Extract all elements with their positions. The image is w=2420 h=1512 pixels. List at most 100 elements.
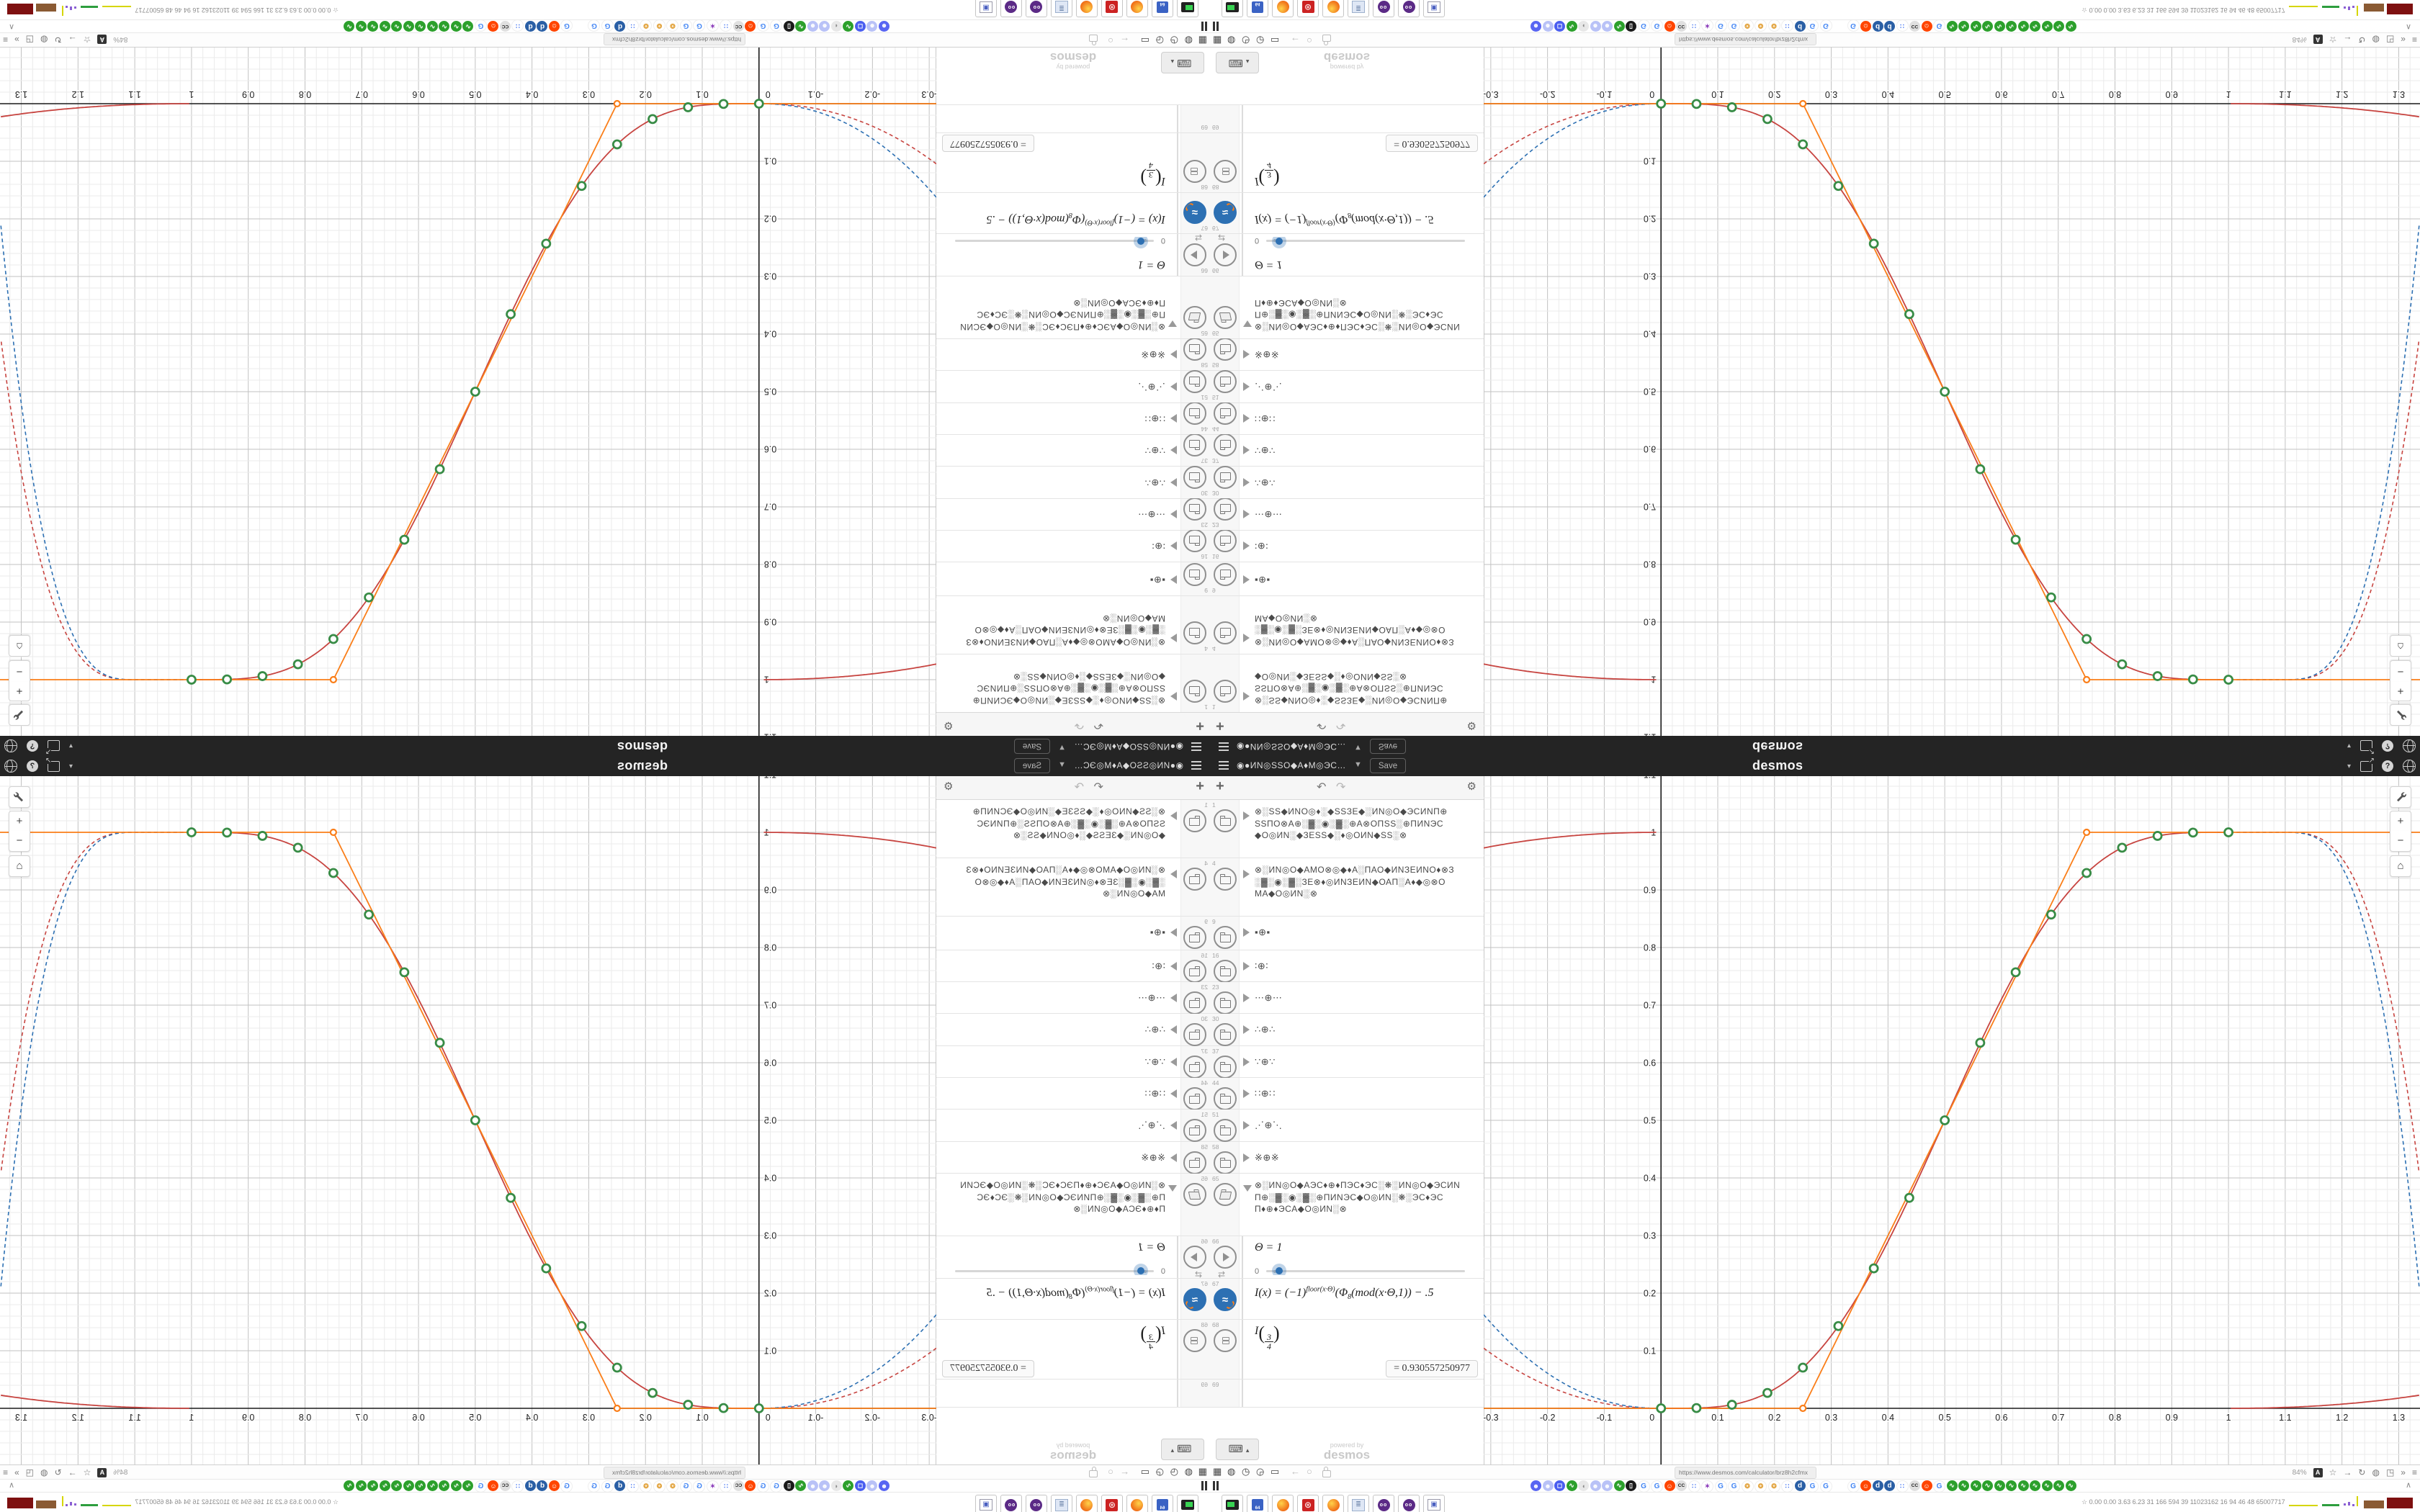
disclosure-triangle-icon[interactable] [1170,1089,1177,1098]
row-gutter[interactable]: 51 [1180,370,1210,402]
toolbar-icon[interactable]: ◷ [1170,35,1178,46]
toolbar-right-icon[interactable]: ↻ [54,35,62,45]
dock-icon-redgear[interactable]: ⊛ [1297,1495,1319,1512]
sample-point[interactable] [434,1038,445,1048]
folder-icon[interactable] [1183,991,1206,1014]
folder-icon[interactable] [1214,370,1237,393]
ramp-corner-point[interactable] [2083,828,2091,837]
folder-title[interactable]: ∴⊕∴ [1255,1024,1276,1035]
expression-row-65[interactable]: 65 ⊗░ИΝ◎Ο◆ΑЭϹ♦⊕♦ΠЭϹ♦ЭϹ░❋░ИΝ◎Ο◆ЭϹИΝ Π⊕░▓░◉░… [936,1174,1210,1236]
sample-point[interactable] [1656,99,1667,109]
dock-icon-redgear[interactable]: ⊛ [1101,1495,1123,1512]
row-gutter[interactable]: 68 [1180,1320,1210,1379]
favicon-g[interactable]: G [1714,19,1727,32]
favicon-wave[interactable]: ∿ [380,21,390,32]
favicon-face[interactable]: ☺ [1860,21,1871,32]
favicon-person[interactable]: ☻ [807,21,818,32]
row-gutter[interactable]: 30 [1180,1014,1210,1046]
expression-row-51[interactable]: 51 ⋰⊕⋱ [1210,1110,1484,1142]
favicon-g[interactable]: G [1819,19,1832,32]
folder-title[interactable]: ⊗░ИΝ◎Ο◆ΑЭϹ♦⊕♦ΠЭϹ♦ЭϹ░❋░ИΝ◎Ο◆ЭϹИΝ Π⊕░▓░◉░▓░… [959,1180,1165,1214]
disclosure-triangle-icon[interactable] [1243,1025,1250,1034]
expression-row-9[interactable]: 9 ▪⊕▪ [1210,917,1484,950]
favicon-sun[interactable]: ❂ [1767,19,1780,32]
folder-icon[interactable] [1183,868,1206,891]
favicon-wave[interactable]: ∿ [2041,1480,2053,1491]
disclosure-triangle-icon[interactable] [1243,478,1250,487]
redo-button[interactable]: ↷ [1336,781,1346,793]
add-expression-button[interactable]: + [1216,778,1224,794]
disclosure-triangle-icon[interactable] [1170,382,1177,391]
favicon-wave[interactable]: ∿ [439,1480,450,1491]
favicon-g[interactable]: G [1933,1480,1945,1493]
favicon-g[interactable]: G [560,19,573,32]
disclosure-triangle-icon[interactable] [1170,928,1177,937]
expression-row-37[interactable]: 37 ∵⊕∵ [936,1046,1210,1079]
favicon-person[interactable]: ☻ [1602,21,1613,32]
toolbar-icon[interactable]: ◍ [1227,1466,1236,1477]
disclosure-triangle-icon[interactable] [1243,994,1250,1002]
sample-point[interactable] [1656,1403,1667,1413]
row-gutter[interactable]: 1 [1210,800,1240,858]
toolbar-right-icon[interactable]: → [2343,35,2352,45]
row-gutter[interactable]: 44 [1210,402,1240,434]
favicon-dots[interactable]: ∷ [1896,19,1909,32]
sample-point[interactable] [1833,1320,1844,1331]
favicon-g[interactable]: G [475,19,487,32]
favicon-g[interactable]: G [1806,1480,1819,1493]
loop-icon[interactable]: ⇄ [1218,1269,1226,1279]
row-gutter[interactable]: 65 [1210,1174,1240,1236]
redo-button[interactable]: ↷ [1074,781,1084,793]
expression-row-58[interactable]: 58 ※⊕※ [1210,338,1484,370]
toolbar-icon[interactable]: ◍ [1184,1466,1193,1477]
row-gutter[interactable]: 30 [1180,466,1210,498]
menu-icon[interactable] [1219,742,1229,751]
undo-button[interactable]: ↶ [1317,781,1327,793]
sample-point[interactable] [2187,674,2198,685]
folder-icon[interactable] [1214,1056,1237,1079]
row-gutter[interactable]: 16 [1180,529,1210,562]
favicon-fish[interactable]: ◖ [1578,1480,1589,1491]
folder-icon[interactable] [1183,809,1206,832]
edit-list-gear-button[interactable]: ⚙ [1466,780,1476,793]
favicon-g[interactable]: G [1806,19,1819,32]
row-gutter[interactable]: 4 [1210,858,1240,916]
favicon-wave[interactable]: ∿ [462,21,474,32]
toolbar-right-icon[interactable]: ↻ [2358,1467,2366,1477]
sample-point[interactable] [576,1320,587,1331]
favicon-wave[interactable]: ∿ [1958,21,1969,32]
favicon-face[interactable]: ☺ [1921,1480,1932,1491]
folder-icon[interactable] [1214,1151,1237,1174]
dock-icon-owl[interactable]: oo [1026,0,1047,17]
curve-style-icon[interactable]: ≈ [1214,201,1237,224]
sample-point[interactable] [2117,842,2128,853]
favicon-g[interactable]: G [1637,19,1650,32]
folder-title[interactable]: ∷⊕∷ [1144,1088,1165,1099]
sample-point[interactable] [399,534,410,545]
dock-icon-owl[interactable]: oo [1026,1495,1047,1512]
disclosure-triangle-icon[interactable] [1243,1058,1250,1066]
toolbar-icon[interactable]: ◷ [1170,1466,1178,1477]
disclosure-triangle-icon[interactable] [1243,320,1252,327]
ramp-corner-point[interactable] [329,675,337,684]
row-gutter[interactable]: 68 [1180,133,1210,192]
folder-icon[interactable] [1214,433,1237,456]
favicon-discord[interactable]: ☻ [879,1480,889,1491]
pause-icon[interactable] [1200,1481,1207,1490]
play-icon[interactable] [1214,1246,1237,1269]
favicon-star[interactable]: ✶ [707,1480,719,1493]
folder-icon[interactable] [1214,926,1237,949]
help-icon[interactable]: ? [27,760,38,772]
folder-title[interactable]: ∴⊕∴ [1255,477,1276,488]
curve-style-icon[interactable]: ≈ [1183,201,1206,224]
favicon-g[interactable]: G [1651,1480,1663,1493]
edit-list-gear-button[interactable]: ⚙ [944,719,954,732]
favicon-dots[interactable]: ∷ [1781,19,1793,32]
expression-row-4[interactable]: 4 ⊗░ИΝ◎Ο◆ΑΜΟ⊗◎◆♦Α░ΠΑΟ◆ИΝЗΕИΝΟ♦⊗З ░▓░◉░▓░ЗΕ… [1210,595,1484,654]
disclosure-triangle-icon[interactable] [1170,575,1177,584]
disclosure-triangle-icon[interactable] [1168,320,1177,327]
favicon-wave[interactable]: ∿ [843,21,854,32]
